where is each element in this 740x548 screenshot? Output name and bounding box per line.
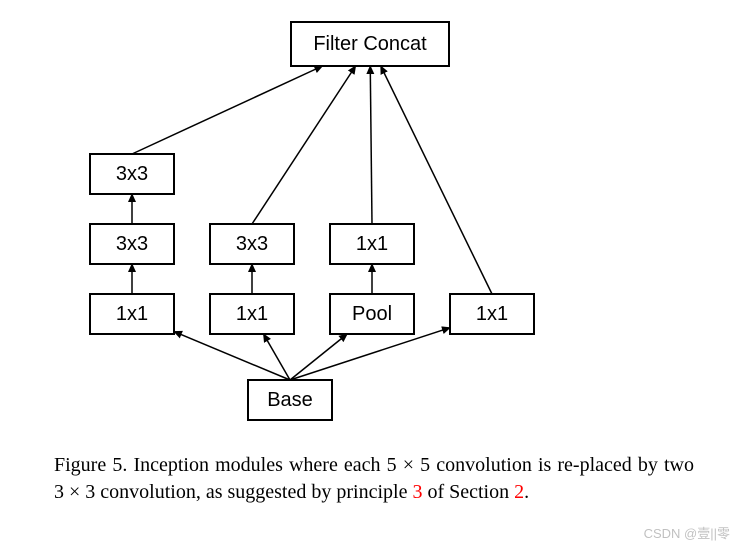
caption-ref-principle: 3	[412, 481, 422, 503]
node-label-n3x3_b1: 3x3	[116, 233, 148, 255]
edge-n3x3_b2-to-filter_concat	[252, 66, 356, 224]
node-c4_1x1: 1x1	[450, 294, 534, 334]
node-label-n3x3_top: 3x3	[116, 163, 148, 185]
node-label-base: Base	[267, 389, 313, 411]
edge-base-to-c3_pool	[290, 334, 347, 380]
edge-base-to-c4_1x1	[290, 328, 450, 380]
edge-n1x1_b3-to-filter_concat	[370, 66, 372, 224]
node-label-c2_1x1: 1x1	[236, 303, 268, 325]
caption-text-mid: of Section	[422, 481, 514, 503]
node-label-filter_concat: Filter Concat	[313, 33, 427, 55]
node-n1x1_b3: 1x1	[330, 224, 414, 264]
node-filter_concat: Filter Concat	[291, 22, 449, 66]
node-n3x3_b2: 3x3	[210, 224, 294, 264]
edge-base-to-c2_1x1	[264, 334, 290, 380]
node-label-c1_1x1: 1x1	[116, 303, 148, 325]
node-n3x3_b1: 3x3	[90, 224, 174, 264]
node-label-c4_1x1: 1x1	[476, 303, 508, 325]
node-label-n1x1_b3: 1x1	[356, 233, 388, 255]
inception-diagram: Filter Concat 3x3 3x3 3x3 1x1 1x1 1x1 Pool 1x1 Ba…	[0, 0, 740, 450]
edge-base-to-c1_1x1	[174, 332, 290, 380]
node-n3x3_top: 3x3	[90, 154, 174, 194]
caption-text: Figure 5. Inception modules where each 5…	[54, 454, 694, 503]
node-base: Base	[248, 380, 332, 420]
watermark: CSDN @壹||零	[644, 523, 730, 542]
edge-n3x3_top-to-filter_concat	[132, 66, 322, 154]
node-c3_pool: Pool	[330, 294, 414, 334]
node-c1_1x1: 1x1	[90, 294, 174, 334]
node-label-n3x3_b2: 3x3	[236, 233, 268, 255]
figure-caption: Figure 5. Inception modules where each 5…	[54, 452, 694, 506]
node-label-c3_pool: Pool	[352, 303, 392, 325]
page: Filter Concat 3x3 3x3 3x3 1x1 1x1 1x1 Pool 1x1 Ba…	[0, 0, 740, 548]
caption-suffix: .	[524, 481, 529, 503]
node-c2_1x1: 1x1	[210, 294, 294, 334]
caption-ref-section: 2	[514, 481, 524, 503]
